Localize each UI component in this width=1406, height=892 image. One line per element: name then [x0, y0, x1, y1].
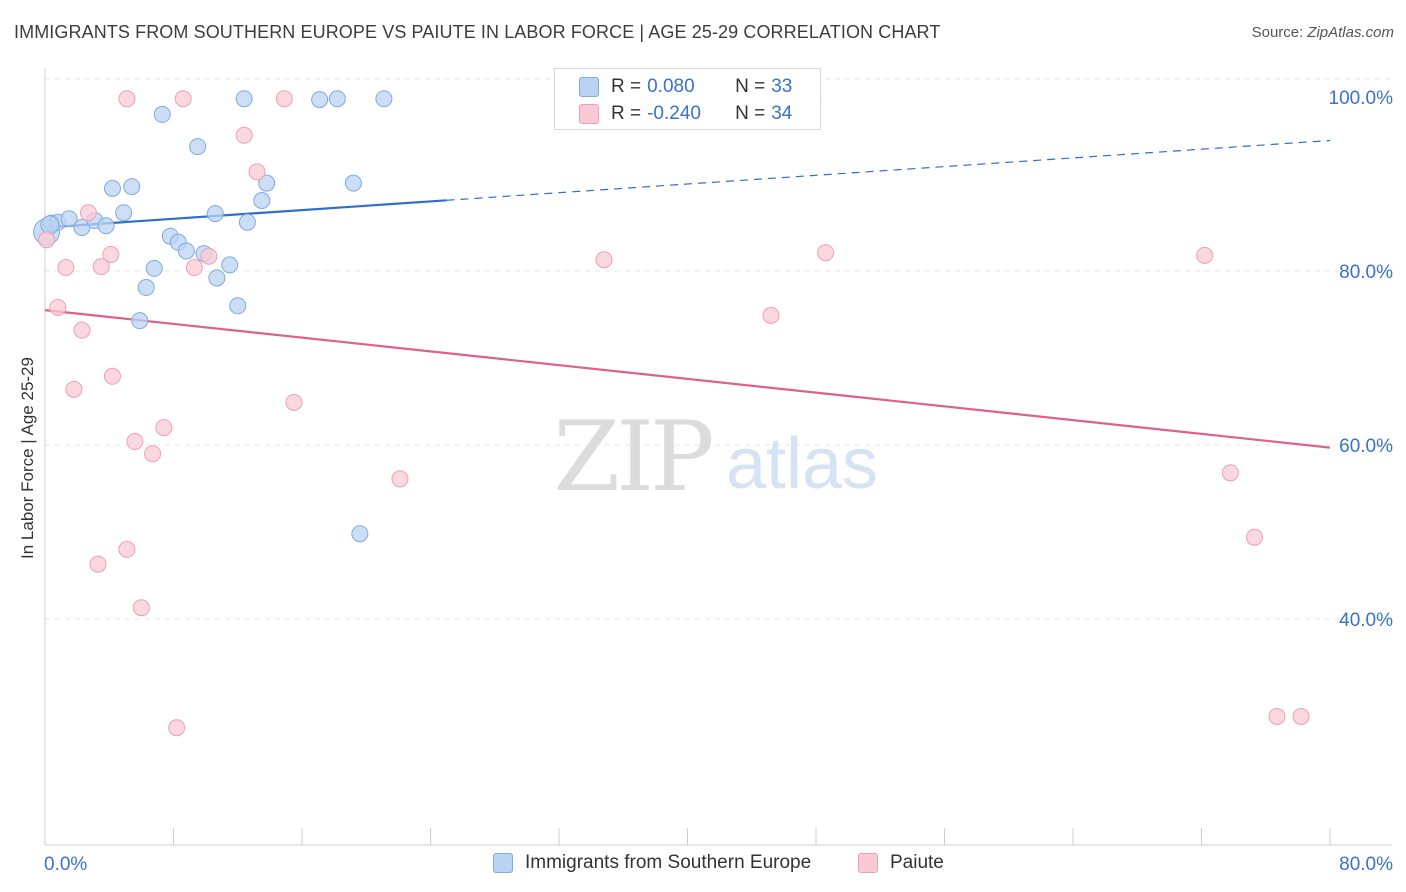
point-paiute: [248, 163, 266, 181]
point-paiute: [168, 719, 186, 737]
point-southern-europe: [208, 269, 226, 287]
trend-line-southern-europe-projection: [446, 139, 1331, 201]
legend-label: Immigrants from Southern Europe: [525, 852, 812, 873]
point-paiute: [92, 258, 110, 276]
axes: [44, 68, 1392, 846]
point-southern-europe: [235, 90, 253, 108]
y-tick-label: 60.0%: [1339, 436, 1393, 457]
legend-item-paiute[interactable]: Paiute: [858, 852, 944, 874]
point-southern-europe: [177, 242, 195, 260]
point-southern-europe: [123, 178, 141, 196]
point-southern-europe: [103, 179, 121, 197]
stats-legend: R = 0.080 N = 33 R = -0.240 N = 34: [554, 68, 821, 130]
point-paiute: [118, 540, 136, 558]
stats-legend-row-pink: R = -0.240 N = 34: [579, 102, 792, 126]
watermark: ZIP atlas: [553, 401, 878, 513]
point-southern-europe: [145, 259, 163, 277]
point-southern-europe: [115, 204, 133, 222]
pink-swatch: [579, 104, 599, 124]
point-paiute: [132, 599, 150, 617]
point-paiute: [103, 367, 121, 385]
point-southern-europe: [351, 525, 369, 543]
point-paiute: [200, 247, 218, 265]
point-paiute: [79, 204, 97, 222]
point-paiute: [1196, 246, 1214, 264]
r-value: 0.080: [647, 76, 695, 97]
legend-item-southern-europe[interactable]: Immigrants from Southern Europe: [493, 852, 811, 874]
blue-swatch: [493, 853, 513, 873]
point-southern-europe: [258, 174, 276, 192]
point-paiute: [155, 419, 173, 437]
point-paiute: [73, 321, 91, 339]
r-label: R =: [611, 76, 642, 97]
r-label: R =: [611, 103, 642, 124]
blue-swatch: [579, 77, 599, 97]
point-southern-europe: [311, 91, 329, 109]
point-paiute: [38, 231, 56, 249]
point-southern-europe: [189, 138, 207, 156]
y-tick-label: 40.0%: [1339, 610, 1393, 631]
trend-line-paiute: [44, 309, 1331, 449]
point-paiute: [595, 251, 613, 269]
point-paiute: [65, 380, 83, 398]
point-southern-europe: [328, 90, 346, 108]
point-paiute: [1292, 707, 1310, 725]
source-link[interactable]: ZipAtlas.com: [1307, 24, 1394, 41]
point-paiute: [235, 126, 253, 144]
point-paiute: [57, 259, 75, 277]
point-southern-europe: [344, 174, 362, 192]
point-southern-europe: [131, 312, 149, 330]
y-axis-label: In Labor Force | Age 25-29: [18, 357, 37, 559]
point-paiute: [1221, 464, 1239, 482]
point-paiute: [185, 259, 203, 277]
x-tick-label-max: 80.0%: [1339, 854, 1393, 875]
point-southern-europe: [229, 297, 247, 315]
n-value: 34: [771, 103, 793, 124]
point-paiute: [144, 445, 162, 463]
n-label: N =: [735, 76, 766, 97]
tick-labels: 100.0% 80.0% 60.0% 40.0% 0.0% 80.0%: [44, 88, 1393, 875]
point-paiute: [1246, 528, 1264, 546]
point-paiute: [391, 470, 409, 488]
point-paiute: [285, 393, 303, 411]
watermark-atlas: atlas: [726, 424, 878, 504]
point-paiute: [174, 90, 192, 108]
point-southern-europe: [221, 256, 239, 274]
point-southern-europe: [137, 279, 155, 297]
point-paiute: [275, 90, 293, 108]
legend-label: Paiute: [890, 852, 944, 873]
x-tick-label-min: 0.0%: [44, 854, 87, 875]
grid-lines: [45, 78, 1392, 620]
source-credit: Source: ZipAtlas.com: [1252, 24, 1394, 41]
point-paiute: [1268, 707, 1286, 725]
r-value: -0.240: [647, 103, 701, 124]
point-southern-europe: [206, 205, 224, 223]
point-southern-europe: [375, 90, 393, 108]
point-paiute: [49, 299, 67, 317]
point-southern-europe: [153, 105, 171, 123]
point-southern-europe: [253, 192, 271, 210]
source-label: Source:: [1251, 24, 1304, 41]
point-paiute: [102, 245, 120, 263]
series-legend: Immigrants from Southern Europe Paiute: [0, 852, 1406, 878]
point-paiute: [118, 90, 136, 108]
point-paiute: [126, 433, 144, 451]
watermark-zip: ZIP: [553, 401, 712, 513]
chart-title: IMMIGRANTS FROM SOUTHERN EUROPE VS PAIUT…: [14, 22, 941, 42]
stats-legend-row-blue: R = 0.080 N = 33: [579, 75, 792, 99]
y-tick-label: 80.0%: [1339, 262, 1393, 283]
point-paiute: [817, 244, 835, 262]
data-points: [33, 89, 1310, 737]
point-southern-europe: [238, 213, 256, 231]
point-paiute: [89, 555, 107, 573]
n-label: N =: [735, 103, 766, 124]
point-southern-europe: [97, 217, 115, 235]
point-southern-europe: [60, 210, 78, 228]
n-value: 33: [771, 76, 793, 97]
point-paiute: [762, 306, 780, 324]
point-southern-europe: [40, 215, 60, 235]
y-tick-label: 100.0%: [1329, 88, 1394, 109]
pink-swatch: [858, 853, 878, 873]
